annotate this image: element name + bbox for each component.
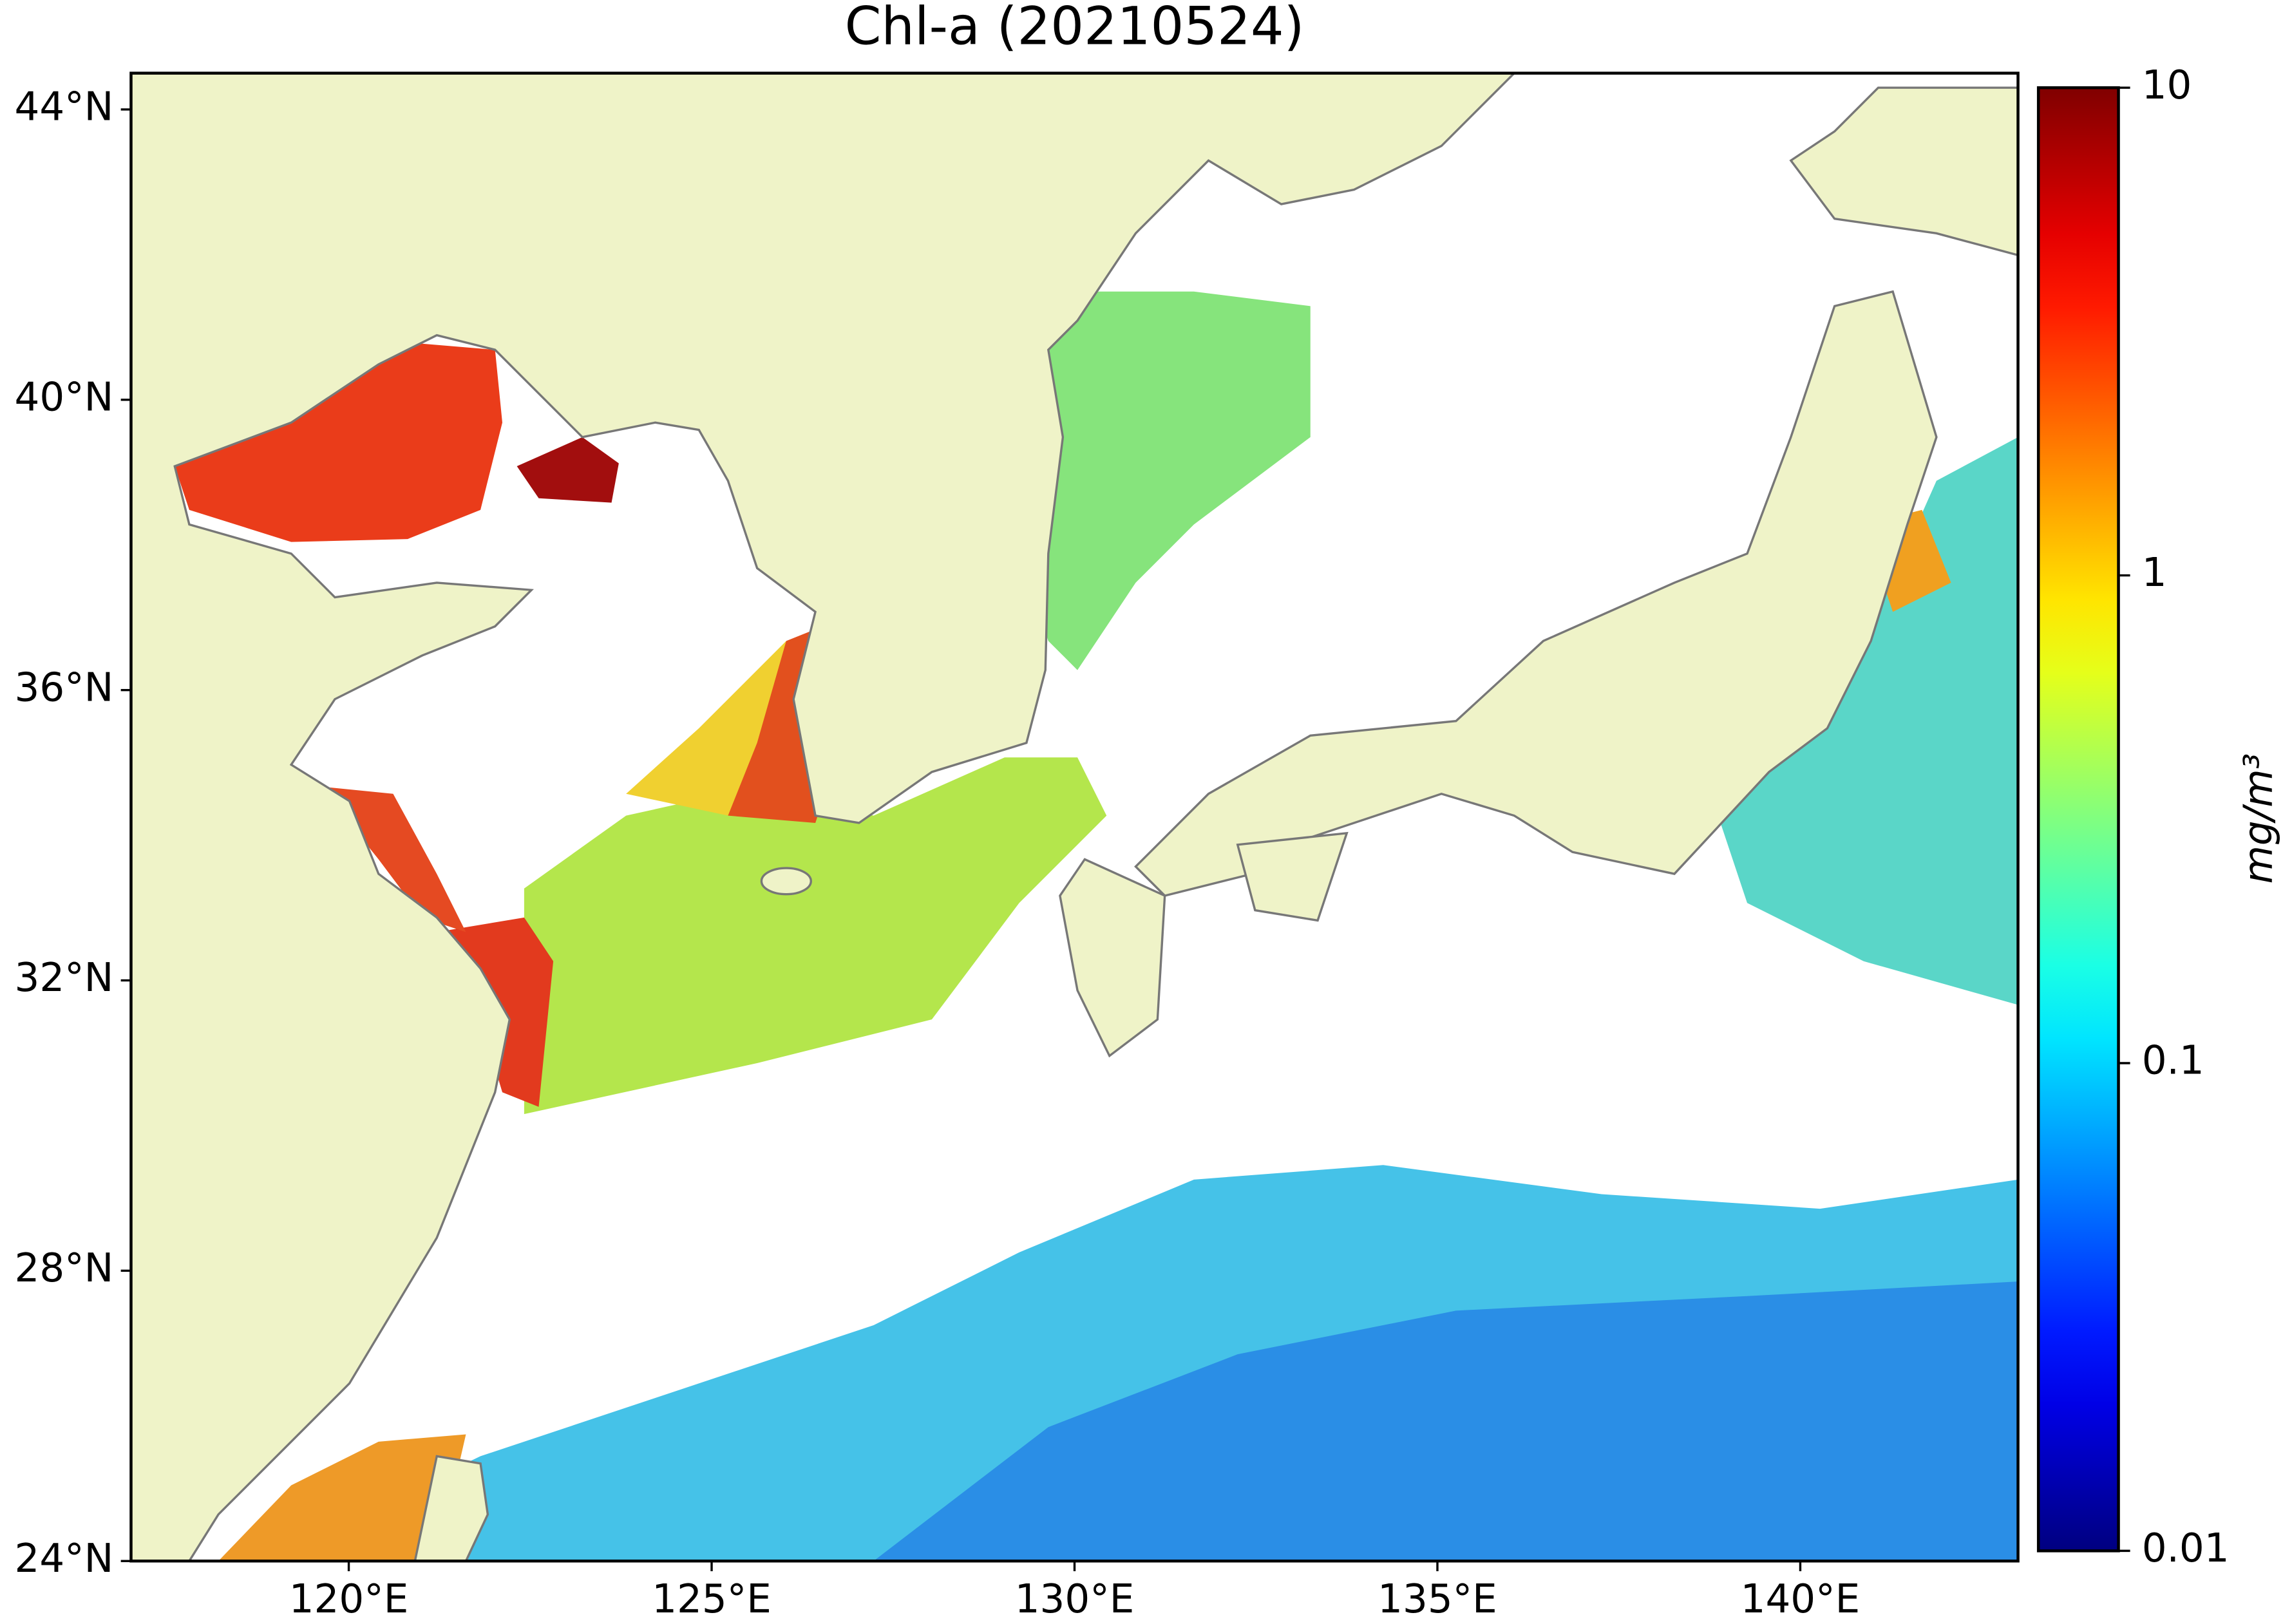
y-tick-label: 36°N — [15, 665, 114, 710]
colorbar-tick-label: 1 — [2142, 550, 2167, 596]
colorbar-tick-label: 10 — [2142, 62, 2192, 108]
x-tick-label: 140°E — [1741, 1576, 1861, 1622]
chl-taiwan-strait — [218, 1434, 466, 1562]
land-jeju — [760, 867, 812, 896]
y-tick-label: 40°N — [15, 374, 114, 420]
colorbar — [2036, 86, 2120, 1553]
map — [131, 73, 2018, 1562]
land-taiwan — [413, 1455, 489, 1562]
land-shikoku — [1236, 831, 1349, 922]
land-hokkaido — [1789, 86, 2018, 256]
chl-bohai-high — [516, 437, 619, 503]
chl-bohai — [175, 342, 502, 542]
x-tick-label: 135°E — [1378, 1576, 1497, 1622]
land-kyushu — [1059, 858, 1166, 1058]
y-tick-label: 44°N — [15, 84, 114, 130]
chl-pacific-low — [873, 1281, 2018, 1562]
x-tick-label: 125°E — [652, 1576, 772, 1622]
y-tick-label: 24°N — [15, 1536, 114, 1582]
x-tick-label: 120°E — [289, 1576, 409, 1622]
colorbar-tick-label: 0.1 — [2142, 1038, 2204, 1084]
colorbar-label: mg/m³ — [2236, 753, 2282, 884]
chart-title: Chl-a (20210524) — [845, 0, 1305, 57]
y-tick-label: 28°N — [15, 1245, 114, 1291]
chl-ecs — [524, 757, 1107, 1115]
land-mainland — [131, 73, 1516, 1562]
colorbar-tick-label: 0.01 — [2142, 1525, 2230, 1571]
x-tick-label: 130°E — [1015, 1576, 1135, 1622]
y-tick-label: 32°N — [15, 955, 114, 1001]
